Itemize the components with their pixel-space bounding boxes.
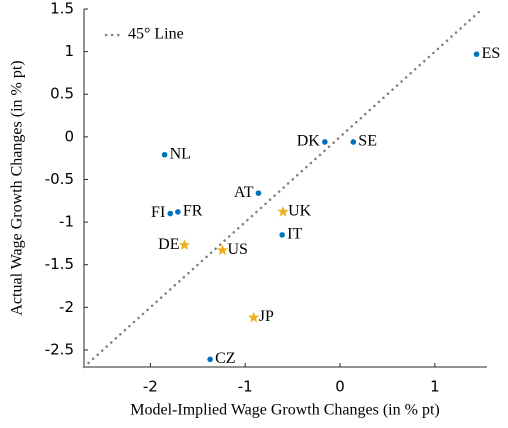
point-label: JP xyxy=(259,308,274,325)
x-tick-label: -1 xyxy=(238,378,253,396)
y-tick-label: -2.5 xyxy=(45,340,74,358)
point-label: SE xyxy=(358,133,377,150)
point xyxy=(178,239,191,250)
point xyxy=(161,151,168,158)
point xyxy=(473,51,480,57)
legend-label: 45° Line xyxy=(128,26,184,43)
point-label: DE xyxy=(158,236,179,253)
point-label: DK xyxy=(297,133,321,150)
point xyxy=(322,139,328,145)
point xyxy=(350,139,357,145)
x-tick-label: -2 xyxy=(143,378,158,396)
y-tick-label: -0.5 xyxy=(45,170,74,188)
point-label: UK xyxy=(288,203,312,220)
y-tick-label: 1 xyxy=(64,42,74,60)
y-tick-label: 0.5 xyxy=(50,85,74,103)
point-label: ES xyxy=(482,45,501,62)
point xyxy=(255,190,262,196)
point xyxy=(207,356,213,363)
point xyxy=(277,205,289,217)
point-label: FR xyxy=(183,203,203,220)
point-label: NL xyxy=(170,145,191,162)
y-tick-label: -1 xyxy=(59,213,74,231)
x-tick-label: 1 xyxy=(430,378,440,396)
y-tick-label: 0 xyxy=(64,127,74,145)
y-tick-label: -2 xyxy=(59,298,74,316)
point-label: FI xyxy=(151,204,165,221)
y-axis-label: Actual Wage Growth Changes (in % pt) xyxy=(9,60,26,315)
point xyxy=(248,311,260,323)
reference-line xyxy=(82,7,484,369)
point xyxy=(167,210,174,217)
point xyxy=(175,209,181,215)
point-label: AT xyxy=(234,184,254,201)
x-axis-label: Model-Implied Wage Growth Changes (in % … xyxy=(130,402,439,419)
point-label: CZ xyxy=(215,350,235,367)
point-label: US xyxy=(227,241,247,258)
y-tick-label: -1.5 xyxy=(45,255,74,273)
point-label: IT xyxy=(287,226,302,243)
y-tick-label: 1.5 xyxy=(50,0,74,18)
point xyxy=(279,232,285,238)
point xyxy=(216,244,229,256)
x-tick-label: 0 xyxy=(335,378,345,396)
